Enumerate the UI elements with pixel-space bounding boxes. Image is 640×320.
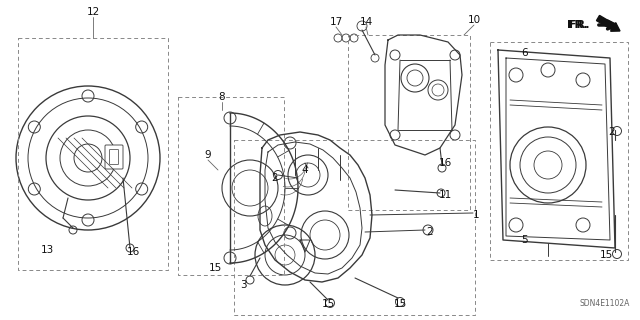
FancyArrow shape [596,15,620,31]
Text: SDN4E1102A: SDN4E1102A [580,299,630,308]
Text: 17: 17 [330,17,342,27]
Text: 10: 10 [467,15,481,25]
Text: 14: 14 [360,17,372,27]
Text: 15: 15 [600,250,612,260]
Text: FR.: FR. [570,20,590,30]
Text: 6: 6 [522,48,528,58]
Text: 4: 4 [301,165,308,175]
Text: 11: 11 [438,190,452,200]
Text: 9: 9 [205,150,211,160]
FancyBboxPatch shape [105,145,123,169]
Text: 16: 16 [126,247,140,257]
Text: 16: 16 [438,158,452,168]
Text: 13: 13 [40,245,54,255]
Text: FR.: FR. [566,20,587,30]
Text: 5: 5 [521,235,527,245]
Text: 2: 2 [272,173,278,183]
Text: 12: 12 [86,7,100,17]
Text: 15: 15 [209,263,221,273]
Text: 1: 1 [473,210,479,220]
Text: 2: 2 [609,127,615,137]
Text: 15: 15 [321,299,335,309]
FancyBboxPatch shape [109,149,118,164]
Text: 8: 8 [219,92,225,102]
Text: 2: 2 [427,227,433,237]
Text: 15: 15 [394,299,406,309]
Text: 3: 3 [240,280,246,290]
